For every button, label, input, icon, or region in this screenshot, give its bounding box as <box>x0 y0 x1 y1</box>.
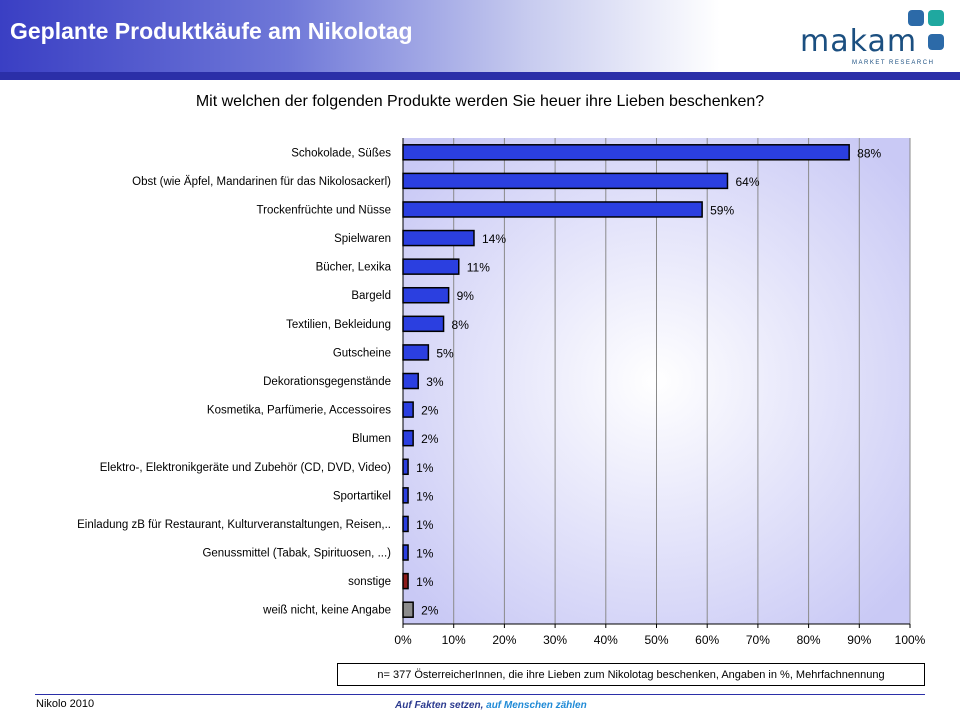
category-label: Bücher, Lexika <box>316 262 392 274</box>
data-label: 88% <box>857 146 881 160</box>
category-label: Trockenfrüchte und Nüsse <box>257 204 391 216</box>
logo-wordmark: makam <box>800 24 918 59</box>
x-tick-label: 70% <box>746 633 770 647</box>
data-label: 1% <box>416 461 434 475</box>
category-label: Textilien, Bekleidung <box>286 319 391 331</box>
category-label: Blumen <box>352 433 391 445</box>
bar <box>402 487 409 504</box>
x-tick-label: 90% <box>847 633 871 647</box>
category-label: weiß nicht, keine Angabe <box>262 605 391 617</box>
logo-mark-icon <box>908 10 924 26</box>
data-label: 5% <box>436 346 454 360</box>
header-banner: Geplante Produktkäufe am Nikolotag makam… <box>0 0 960 80</box>
category-label: Kosmetika, Parfümerie, Accessoires <box>207 405 391 417</box>
x-tick-label: 50% <box>644 633 668 647</box>
x-tick-label: 20% <box>492 633 516 647</box>
x-tick-label: 40% <box>594 633 618 647</box>
data-label: 2% <box>421 404 439 418</box>
data-label: 2% <box>421 604 439 618</box>
bar <box>402 286 450 304</box>
x-tick-label: 0% <box>394 633 412 647</box>
bar <box>402 429 414 447</box>
bar <box>402 515 409 533</box>
category-label: Obst (wie Äpfel, Mandarinen für das Niko… <box>132 176 391 188</box>
chart-title: Mit welchen der folgenden Produkte werde… <box>195 93 765 110</box>
data-label: 11% <box>467 261 490 275</box>
category-labels: Schokolade, Süßes Obst (wie Äpfel, Mandar… <box>77 147 391 616</box>
header-divider <box>0 72 960 80</box>
bar <box>402 172 729 190</box>
x-tick-label: 100% <box>895 633 926 647</box>
sample-note: n= 377 ÖsterreicherInnen, die ihre Liebe… <box>337 663 925 686</box>
category-label: Elektro-, Elektronikgeräte und Zubehör (… <box>100 462 391 474</box>
slogan-part-1: Auf Fakten setzen, <box>395 700 484 711</box>
data-label: 59% <box>710 203 734 217</box>
x-tick-label: 10% <box>442 633 466 647</box>
data-label: 3% <box>426 375 444 389</box>
logo-mark-icon <box>928 34 944 50</box>
category-label: Gutscheine <box>333 347 391 359</box>
bar <box>402 601 414 618</box>
makam-logo: makam MARKET RESEARCH <box>800 8 955 68</box>
bar <box>402 258 460 275</box>
category-label: Schokolade, Süßes <box>291 147 391 159</box>
bar <box>402 229 475 247</box>
x-tick-label: 60% <box>695 633 719 647</box>
data-label: 1% <box>416 575 434 589</box>
data-label: 1% <box>416 518 434 532</box>
x-tick-label: 30% <box>543 633 567 647</box>
bar <box>402 144 850 161</box>
bar-chart: Schokolade, Süßes Obst (wie Äpfel, Mandar… <box>77 138 926 647</box>
category-label: sonstige <box>348 576 391 588</box>
data-label: 8% <box>452 318 470 332</box>
data-label: 2% <box>421 432 439 446</box>
page-title: Geplante Produktkäufe am Nikolotag <box>10 18 413 44</box>
bar <box>402 201 703 218</box>
footer-divider <box>35 694 925 695</box>
x-axis-ticks: 0% 10% 20% 30% 40% 50% 60% 70% 80% 90% 100% <box>394 624 926 647</box>
bar <box>402 458 409 476</box>
category-label: Spielwaren <box>334 233 391 245</box>
bar <box>402 344 430 361</box>
category-label: Einladung zB für Restaurant, Kulturveran… <box>77 519 391 531</box>
slogan-part-2: auf Menschen zählen <box>486 700 587 711</box>
category-label: Dekorationsgegenstände <box>263 376 391 388</box>
bar <box>402 544 409 561</box>
footer-project-label: Nikolo 2010 <box>36 698 95 710</box>
bar <box>402 315 445 333</box>
bar <box>402 572 409 590</box>
bar <box>402 401 414 418</box>
bars <box>402 144 850 618</box>
data-label: 9% <box>457 289 475 303</box>
x-tick-label: 80% <box>797 633 821 647</box>
data-label: 1% <box>416 489 434 503</box>
category-label: Bargeld <box>351 290 391 302</box>
value-labels: 88% 64%59% 14% 11% 9% 8% 5% 3% 2% 2% 1% 1% 1% 1% 1% 2% <box>416 146 881 617</box>
bar <box>402 372 419 390</box>
category-label: Genussmittel (Tabak, Spirituosen, ...) <box>202 548 391 560</box>
data-label: 14% <box>482 232 506 246</box>
footer-slogan: Auf Fakten setzen, auf Menschen zählen <box>395 700 587 711</box>
logo-subtitle: MARKET RESEARCH <box>852 60 935 66</box>
data-label: 1% <box>416 547 434 561</box>
logo-mark-icon <box>928 10 944 26</box>
category-label: Sportartikel <box>333 490 391 502</box>
gridlines <box>453 138 911 624</box>
data-label: 64% <box>735 175 759 189</box>
